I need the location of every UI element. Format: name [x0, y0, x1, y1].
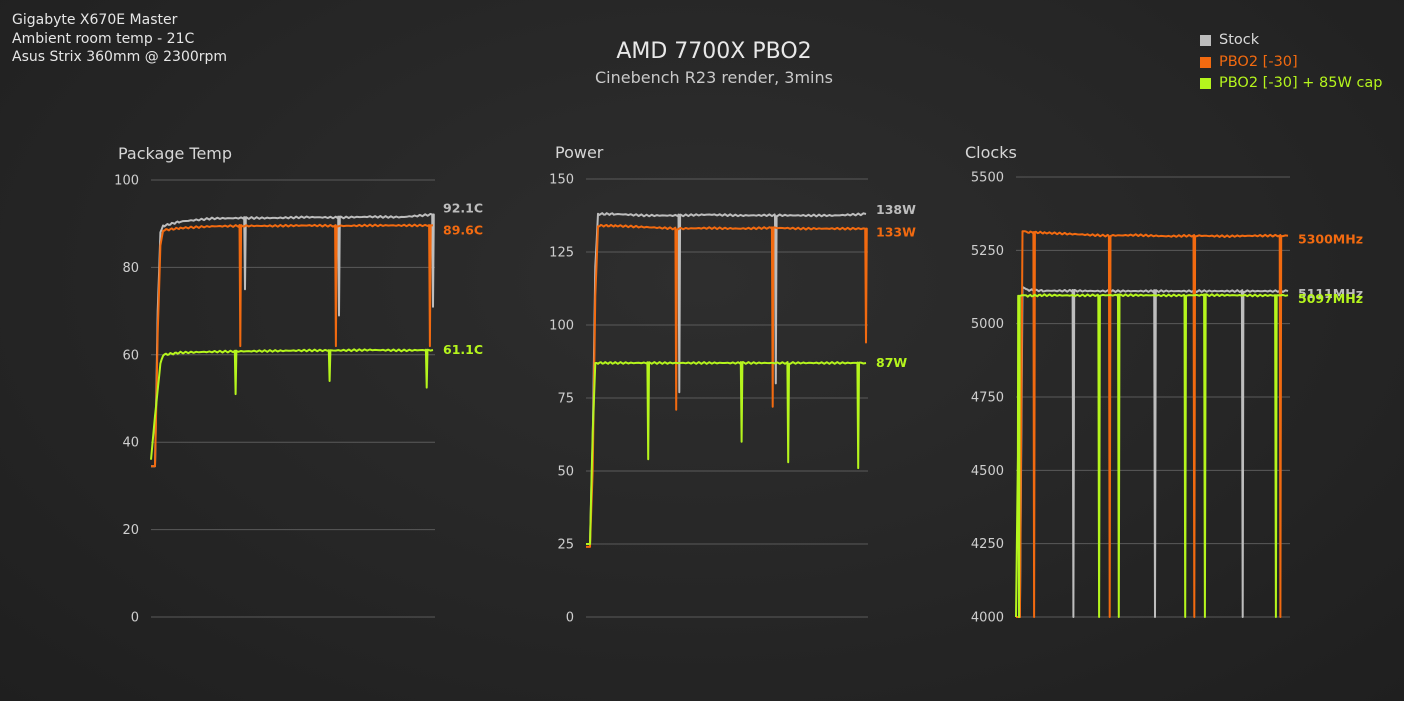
y-tick-label: 100 — [114, 174, 139, 189]
y-tick-label: 150 — [549, 173, 574, 188]
y-tick-label: 125 — [549, 246, 574, 261]
end-label-pbo2: 133W — [876, 225, 916, 240]
series-line-stock — [1016, 286, 1289, 618]
y-tick-label: 20 — [122, 523, 139, 538]
y-tick-label: 100 — [549, 319, 574, 334]
end-label-stock: 92.1C — [443, 201, 483, 216]
y-tick-label: 4500 — [971, 464, 1004, 479]
system-info-line-ambient: Ambient room temp - 21C — [12, 30, 195, 47]
legend-label-stock: Stock — [1219, 32, 1260, 48]
y-tick-label: 75 — [557, 392, 574, 407]
legend-item-pbo2: PBO2 [-30] — [1200, 52, 1383, 74]
y-tick-label: 4000 — [971, 611, 1004, 626]
chart-title: Package Temp — [118, 144, 232, 163]
y-tick-label: 80 — [122, 261, 139, 276]
page-title: AMD 7700X PBO2 — [616, 39, 812, 64]
y-tick-label: 5000 — [971, 317, 1004, 332]
chart-title: Power — [555, 143, 604, 162]
legend-swatch-stock — [1200, 35, 1211, 47]
chart-title: Clocks — [965, 143, 1017, 162]
y-tick-label: 50 — [557, 465, 574, 480]
system-info-line-board: Gigabyte X670E Master — [12, 12, 178, 28]
y-tick-label: 5250 — [971, 244, 1004, 259]
legend-item-pbo2-capped: PBO2 [-30] + 85W cap — [1200, 73, 1383, 95]
legend-swatch-pbo2-capped — [1200, 78, 1211, 90]
end-label-pbo2: 5300MHz — [1298, 232, 1363, 247]
end-label-pbo2-capped: 87W — [876, 355, 907, 370]
y-tick-label: 0 — [131, 611, 139, 626]
end-label-pbo2: 89.6C — [443, 222, 483, 237]
series-line-stock — [151, 212, 435, 468]
end-label-stock: 5111MHz — [1298, 286, 1363, 301]
series-line-pbo2-capped — [150, 348, 434, 460]
series-line-stock — [586, 212, 867, 545]
y-tick-label: 4750 — [971, 391, 1004, 406]
y-tick-label: 0 — [566, 611, 574, 626]
y-tick-label: 5500 — [971, 171, 1004, 186]
y-tick-label: 60 — [122, 348, 139, 363]
system-info: Gigabyte X670E Master Ambient room temp … — [12, 11, 227, 67]
y-tick-label: 4250 — [971, 537, 1004, 552]
page-subtitle: Cinebench R23 render, 3mins — [595, 68, 833, 87]
end-label-stock: 138W — [876, 202, 916, 217]
legend: Stock PBO2 [-30] PBO2 [-30] + 85W cap — [1200, 30, 1383, 95]
y-tick-label: 25 — [557, 538, 574, 553]
series-line-pbo2 — [586, 223, 868, 548]
end-label-pbo2-capped: 5097MHz — [1298, 291, 1363, 306]
legend-item-stock: Stock — [1200, 30, 1383, 52]
system-info-line-cooler: Asus Strix 360mm @ 2300rpm — [12, 49, 228, 65]
legend-label-pbo2-capped: PBO2 [-30] + 85W cap — [1219, 75, 1383, 91]
series-line-pbo2 — [151, 223, 434, 468]
series-line-pbo2-capped — [1015, 293, 1289, 618]
end-label-pbo2-capped: 61.1C — [443, 342, 483, 357]
y-tick-label: 40 — [122, 436, 139, 451]
legend-swatch-pbo2 — [1200, 56, 1211, 68]
series-line-pbo2-capped — [586, 361, 867, 545]
legend-label-pbo2: PBO2 [-30] — [1219, 53, 1298, 70]
series-line-pbo2 — [1016, 230, 1289, 618]
